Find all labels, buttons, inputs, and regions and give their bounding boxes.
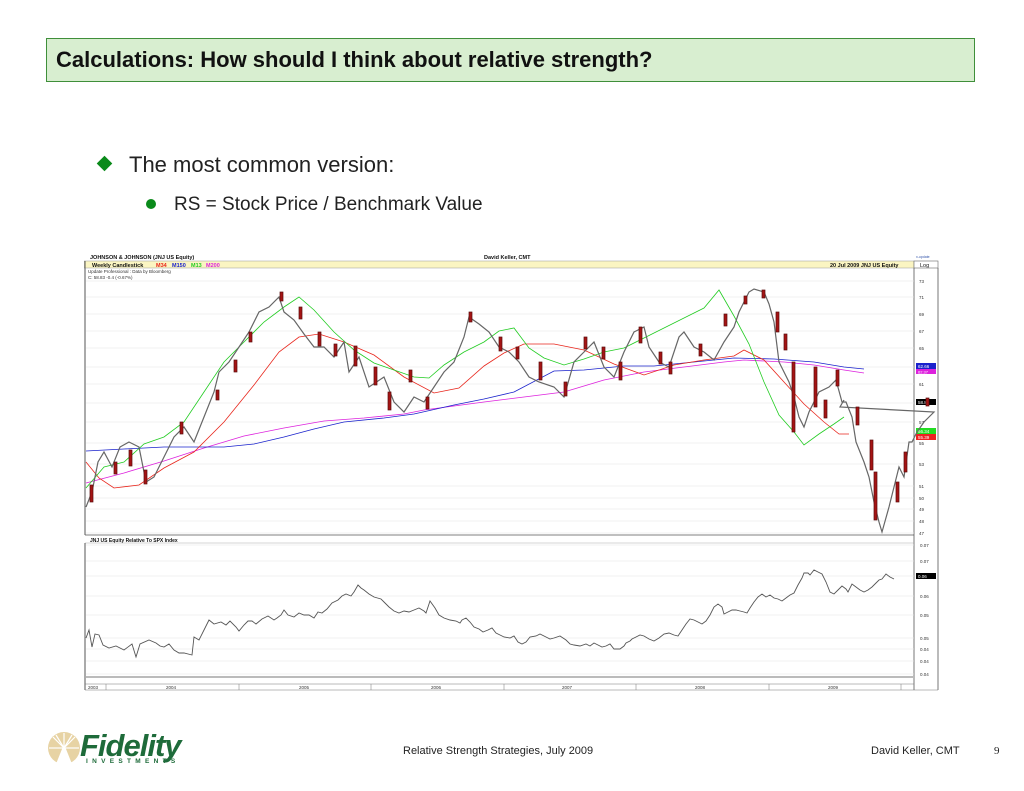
- legend-m13: M13: [191, 263, 202, 269]
- svg-text:0.07: 0.07: [920, 543, 929, 548]
- svg-text:67: 67: [919, 329, 925, 334]
- svg-text:0.04: 0.04: [920, 659, 929, 664]
- svg-text:53: 53: [919, 462, 925, 467]
- svg-text:0.05: 0.05: [920, 613, 929, 618]
- lower-gridlines: [86, 544, 914, 675]
- svg-text:56.34: 56.34: [918, 429, 930, 434]
- bullet-level-2: RS = Stock Price / Benchmark Value: [146, 194, 483, 216]
- svg-text:0.05: 0.05: [920, 636, 929, 641]
- svg-text:2007: 2007: [562, 685, 573, 690]
- update-link[interactable]: x-update: [916, 255, 930, 259]
- log-scale-label: Log: [920, 263, 929, 269]
- svg-text:62.66: 62.66: [918, 364, 930, 369]
- svg-text:50: 50: [919, 496, 925, 501]
- chart-source-line: Update Professional : Data by Bloomberg: [88, 269, 171, 274]
- svg-text:49: 49: [919, 507, 925, 512]
- dot-bullet-icon: [146, 199, 156, 209]
- svg-text:58.83: 58.83: [918, 400, 930, 405]
- bloomberg-chart: JOHNSON & JOHNSON (JNJ US Equity) David …: [84, 252, 954, 692]
- chart-close-line: C: 58.83 -0.4 (-0.67%): [88, 275, 133, 280]
- logo-wordmark: Fidelity: [80, 728, 182, 763]
- svg-text:47: 47: [919, 531, 925, 536]
- svg-text:51: 51: [919, 484, 925, 489]
- ma-m34-line: [85, 333, 849, 489]
- legend-m200: M200: [206, 263, 220, 269]
- svg-text:69: 69: [919, 312, 925, 317]
- lower-y-axis: 0.07 0.07 0.06 0.05 0.05 0.04 0.04 0.04: [920, 543, 929, 677]
- lower-baseline: [86, 676, 914, 678]
- ma-m200-line: [85, 359, 865, 484]
- svg-text:2006: 2006: [431, 685, 442, 690]
- footer-author: David Keller, CMT: [871, 745, 960, 757]
- chart-type-label: Weekly Candlestick: [92, 263, 144, 269]
- svg-text:65: 65: [919, 346, 925, 351]
- svg-text:0.06: 0.06: [918, 574, 927, 579]
- chart-date-label: 20 Jul 2009 JNJ US Equity: [830, 263, 899, 269]
- svg-text:57: 57: [919, 420, 925, 425]
- chart-security-title: JOHNSON & JOHNSON (JNJ US Equity): [90, 255, 194, 261]
- bullet-text: The most common version:: [129, 152, 395, 177]
- slide-title-box: Calculations: How should I think about r…: [46, 38, 975, 82]
- slide-title: Calculations: How should I think about r…: [56, 47, 653, 72]
- fidelity-logo: Fidelity INVESTMENTS: [46, 728, 211, 768]
- relative-strength-line: [85, 569, 895, 659]
- svg-text:2009: 2009: [828, 685, 839, 690]
- svg-text:2005: 2005: [299, 685, 310, 690]
- svg-text:2003: 2003: [88, 685, 99, 690]
- footer-presentation-title: Relative Strength Strategies, July 2009: [403, 745, 594, 757]
- svg-text:48: 48: [919, 519, 925, 524]
- log-scale-toggle[interactable]: [913, 260, 939, 269]
- svg-text:55.39: 55.39: [918, 435, 930, 440]
- sunburst-icon: [48, 732, 80, 764]
- svg-text:55: 55: [919, 441, 925, 446]
- bullet-text: RS = Stock Price / Benchmark Value: [174, 194, 483, 215]
- lower-panel-title: JNJ US Equity Relative To SPX Index: [90, 538, 178, 544]
- svg-text:0.06: 0.06: [920, 594, 929, 599]
- svg-text:71: 71: [919, 295, 925, 300]
- svg-text:0.04: 0.04: [920, 672, 929, 677]
- svg-text:0.07: 0.07: [920, 559, 929, 564]
- logo-subtitle: INVESTMENTS: [86, 758, 180, 765]
- rs-current-marker: [916, 573, 936, 579]
- chart-author: David Keller, CMT: [484, 255, 531, 261]
- legend-m34: M34: [156, 263, 168, 269]
- ma-m150-line: [85, 357, 865, 452]
- x-axis-years: 2003 2004 2005 2006 2007 2008 2009: [88, 685, 839, 690]
- bullet-level-1: The most common version:: [96, 152, 394, 178]
- diamond-bullet-icon: [96, 155, 113, 172]
- candlesticks: [85, 288, 936, 535]
- svg-text:73: 73: [919, 279, 925, 284]
- svg-text:62.37: 62.37: [918, 370, 929, 375]
- svg-text:2008: 2008: [695, 685, 706, 690]
- svg-text:2004: 2004: [166, 685, 177, 690]
- svg-text:61: 61: [919, 382, 925, 387]
- legend-m150: M150: [172, 263, 186, 269]
- page-number: 9: [994, 745, 1000, 757]
- upper-y-axis: 73 71 69 67 65 61 57 55 53 51 50 49 48 47: [919, 279, 925, 536]
- svg-text:0.04: 0.04: [920, 647, 929, 652]
